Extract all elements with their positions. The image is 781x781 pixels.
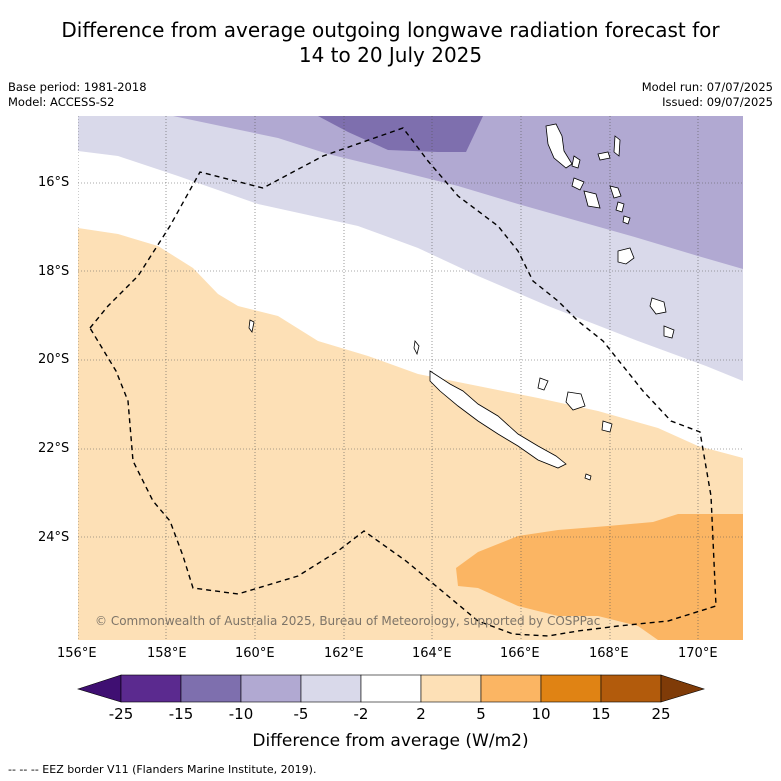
ambrym-island — [583, 190, 601, 209]
meta-left: Base period: 1981-2018 Model: ACCESS-S2 — [8, 80, 147, 110]
pentecost-island — [609, 185, 622, 199]
lat-label-18s: 18°S — [38, 264, 70, 279]
ouvea-island — [537, 377, 549, 391]
colorbar-tick-5: -2 — [353, 705, 369, 723]
lat-label-20s: 20°S — [38, 352, 70, 367]
lat-label-24s: 24°S — [38, 530, 70, 545]
lat-label-16s: 16°S — [38, 175, 70, 190]
anomaly-minus-15-region — [318, 116, 483, 152]
lon-label-160e: 160°E — [235, 646, 275, 661]
colorbar-tick-3: -10 — [228, 705, 254, 723]
colorbar-tick-1: -25 — [108, 705, 134, 723]
maewo-island — [613, 135, 621, 157]
erromango-island — [649, 297, 667, 315]
lat-label-22s: 22°S — [38, 441, 70, 456]
meta-right: Model run: 07/07/2025 Issued: 09/07/2025 — [642, 80, 773, 110]
map-panel — [78, 116, 743, 640]
new-caledonia-island — [429, 370, 567, 469]
malekula-island — [571, 177, 585, 191]
issued-date: Issued: 09/07/2025 — [662, 95, 773, 109]
colorbar-segment-3 — [240, 674, 302, 703]
lon-label-158e: 158°E — [147, 646, 187, 661]
colorbar-segment-9 — [600, 674, 662, 703]
model-name: Model: ACCESS-S2 — [8, 95, 115, 109]
colorbar-tick-4: -5 — [293, 705, 309, 723]
lon-label-166e: 166°E — [500, 646, 540, 661]
map-title: Difference from average outgoing longwav… — [0, 18, 781, 68]
colorbar-tick-7: 5 — [476, 705, 486, 723]
malo-island — [571, 155, 581, 169]
colorbar-segment-4 — [300, 674, 362, 703]
ambae-island — [597, 151, 611, 161]
colorbar-tick-9: 15 — [591, 705, 611, 723]
colorbar-segment-5 — [360, 674, 422, 703]
chesterfield-reef — [248, 319, 255, 333]
efate-island — [617, 247, 635, 265]
copyright-notice: © Commonwealth of Australia 2025, Bureau… — [95, 614, 601, 628]
lon-label-162e: 162°E — [324, 646, 364, 661]
shepherd-island — [622, 215, 631, 225]
title-line-2: 14 to 20 July 2025 — [298, 43, 483, 67]
map-canvas — [78, 116, 743, 640]
coastlines — [248, 123, 675, 481]
colorbar-tick-8: 10 — [531, 705, 551, 723]
colorbar-segment-7 — [480, 674, 542, 703]
anomaly-plus-5-region — [456, 514, 743, 640]
epi-island — [615, 201, 625, 213]
colorbar-tick-10: 25 — [651, 705, 671, 723]
colorbar-segment-1 — [120, 674, 182, 703]
base-period: Base period: 1981-2018 — [8, 80, 147, 94]
colorbar-segment-8 — [540, 674, 602, 703]
isle-of-pines — [584, 473, 592, 481]
mare-island — [601, 420, 613, 433]
title-line-1: Difference from average outgoing longwav… — [61, 18, 720, 42]
lon-label-164e: 164°E — [412, 646, 452, 661]
colorbar-segment-6 — [420, 674, 482, 703]
model-run: Model run: 07/07/2025 — [641, 80, 773, 94]
belep-island — [413, 340, 420, 356]
graticule — [78, 116, 743, 640]
lon-label-156e: 156°E — [57, 646, 97, 661]
colorbar-tick-6: 2 — [416, 705, 426, 723]
colorbar-high-arrow — [660, 674, 706, 703]
tanna-island — [663, 325, 675, 339]
colorbar-segment-2 — [180, 674, 242, 703]
lon-label-168e: 168°E — [589, 646, 629, 661]
colorbar — [76, 674, 706, 703]
colorbar-label: Difference from average (W/m2) — [252, 731, 529, 751]
eez-legend-note: -- -- -- EEZ border V11 (Flanders Marine… — [8, 763, 317, 776]
colorbar-low-arrow — [76, 674, 122, 703]
colorbar-tick-2: -15 — [168, 705, 194, 723]
lon-label-170e: 170°E — [678, 646, 718, 661]
lifou-island — [565, 391, 586, 411]
